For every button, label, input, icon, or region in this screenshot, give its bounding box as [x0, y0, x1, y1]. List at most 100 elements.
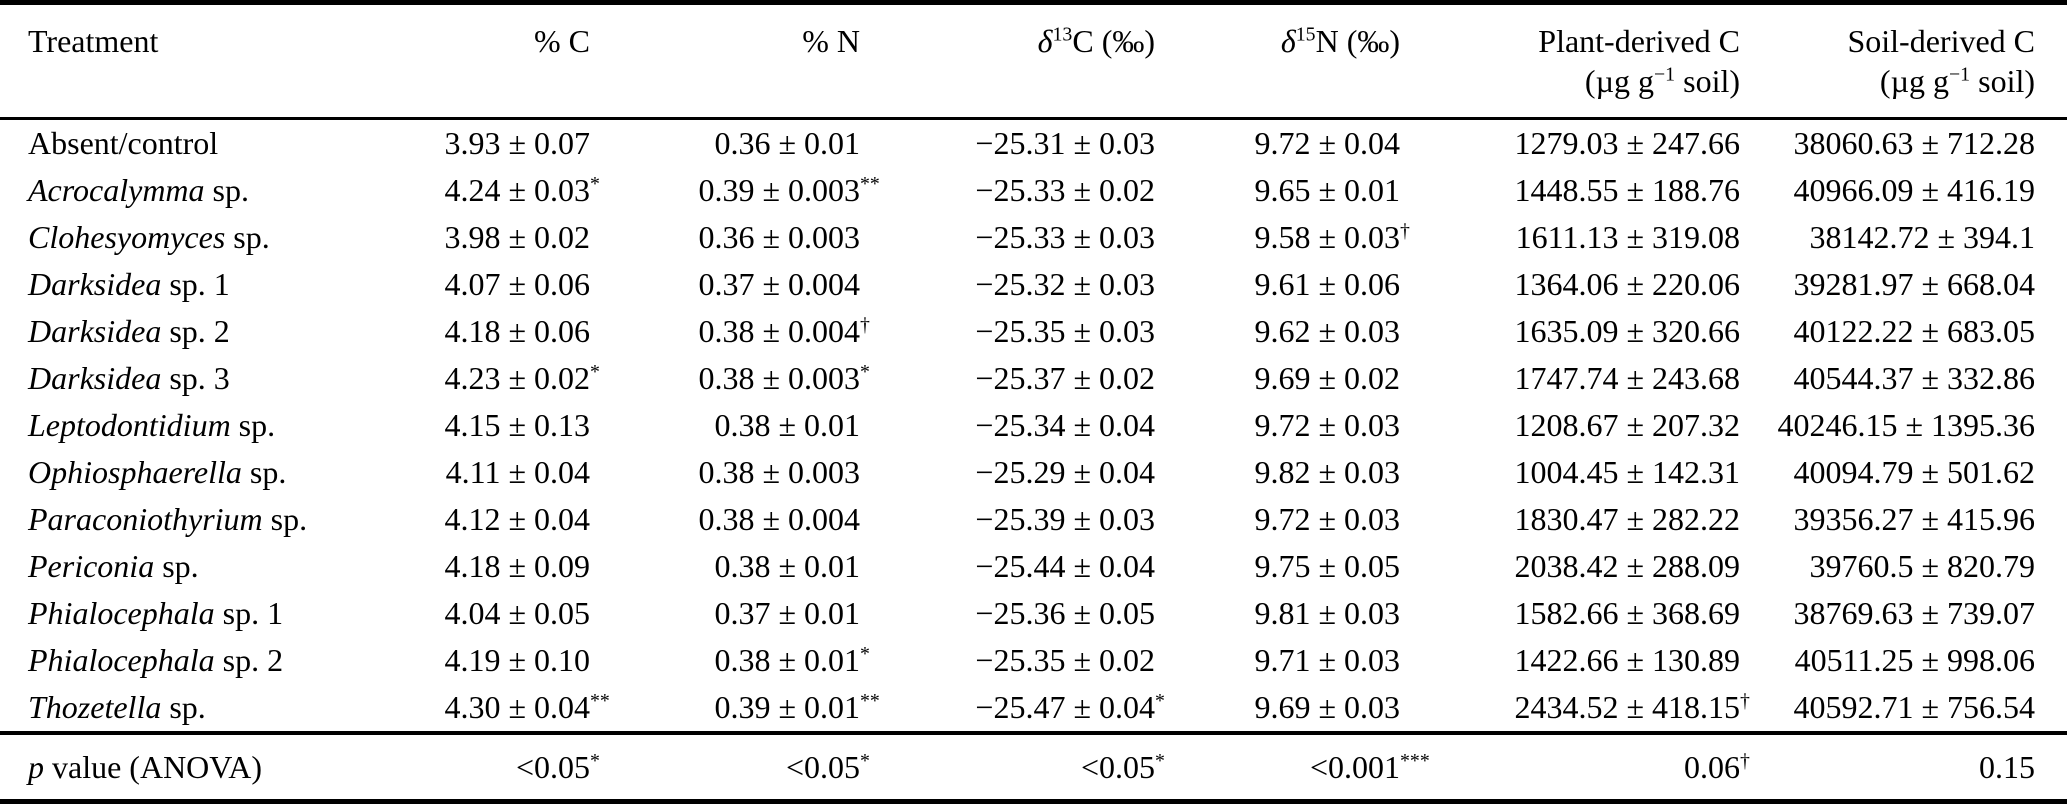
- cell-treatment: Phialocephala sp. 1: [0, 590, 400, 637]
- cell-d13c: −25.35 ± 0.02: [884, 637, 1179, 684]
- table-row: Acrocalymma sp. 4.24 ± 0.03* 0.39 ± 0.00…: [0, 167, 2067, 214]
- value: 39281.97 ± 668.04: [1793, 266, 2035, 302]
- value: 1279.03 ± 247.66: [1514, 125, 1740, 161]
- cell-pct-c: 4.24 ± 0.03*: [444, 172, 600, 208]
- value: 0.38 ± 0.004: [698, 501, 860, 537]
- value: 0.38 ± 0.01: [714, 407, 860, 443]
- value: 9.61 ± 0.06: [1254, 266, 1400, 302]
- cell-plant-c: 1830.47 ± 282.22: [1424, 496, 1764, 543]
- value: 0.36 ± 0.003: [698, 219, 860, 255]
- treatment-suffix: sp.: [262, 501, 308, 537]
- cell-treatment: Clohesyomyces sp.: [0, 214, 400, 261]
- treatment-suffix: sp. 2: [161, 313, 230, 349]
- cell-d13c: −25.39 ± 0.03: [884, 496, 1179, 543]
- value: 4.24 ± 0.03: [444, 172, 590, 208]
- value: 9.58 ± 0.03: [1254, 219, 1400, 255]
- treatment-suffix: sp. 1: [214, 595, 284, 631]
- value: 9.62 ± 0.03: [1254, 313, 1400, 349]
- cell-d15n: 9.65 ± 0.01: [1179, 167, 1424, 214]
- cell-pvalue-d13c: <0.05*: [884, 731, 1179, 802]
- cell-plant-c: 1448.55 ± 188.76: [1424, 167, 1764, 214]
- col-header-d13c-label: C (‰): [1072, 23, 1155, 59]
- value: 4.30 ± 0.04: [444, 689, 590, 725]
- value: 40544.37 ± 332.86: [1793, 360, 2035, 396]
- treatment-genus: Periconia: [28, 548, 155, 584]
- col-header-pct-n-label: % N: [802, 23, 860, 59]
- value: 0.39 ± 0.01: [714, 689, 860, 725]
- col-header-plant-c-title: Plant-derived C: [1538, 23, 1740, 59]
- cell-plant-c: 1279.03 ± 247.66: [1424, 119, 1764, 168]
- cell-plant-c: 1422.66 ± 130.89: [1424, 637, 1764, 684]
- cell-soil-c: 39281.97 ± 668.04: [1764, 261, 2067, 308]
- table-row: Leptodontidium sp. 4.15 ± 0.13 0.38 ± 0.…: [0, 402, 2067, 449]
- cell-treatment: Darksidea sp. 2: [0, 308, 400, 355]
- cell-pct-n: 0.38 ± 0.01: [614, 402, 884, 449]
- cell-pvalue-pct-c: <0.05*: [400, 731, 614, 802]
- cell-d15n: 9.69 ± 0.03: [1179, 684, 1424, 733]
- treatment-suffix: sp. 2: [214, 642, 284, 678]
- value: −25.34 ± 0.04: [975, 407, 1155, 443]
- value: 9.72 ± 0.03: [1254, 501, 1400, 537]
- value: −25.39 ± 0.03: [975, 501, 1155, 537]
- value: 2434.52 ± 418.15: [1514, 689, 1740, 725]
- value: 40122.22 ± 683.05: [1793, 313, 2035, 349]
- cell-d13c: −25.31 ± 0.03: [884, 119, 1179, 168]
- cell-treatment: Paraconiothyrium sp.: [0, 496, 400, 543]
- value: 40094.79 ± 501.62: [1793, 454, 2035, 490]
- value: 1830.47 ± 282.22: [1514, 501, 1740, 537]
- cell-plant-c: 2434.52 ± 418.15†: [1514, 689, 1750, 725]
- value: 1635.09 ± 320.66: [1514, 313, 1740, 349]
- value: 9.65 ± 0.01: [1254, 172, 1400, 208]
- col-header-pct-c: % C: [400, 2, 614, 120]
- value: −25.32 ± 0.03: [975, 266, 1155, 302]
- pvalue: 0.06: [1684, 749, 1740, 785]
- value: 4.18 ± 0.09: [444, 548, 590, 584]
- value: 1364.06 ± 220.06: [1514, 266, 1740, 302]
- value: 4.18 ± 0.06: [444, 313, 590, 349]
- cell-plant-c: 2038.42 ± 288.09: [1424, 543, 1764, 590]
- value: 4.15 ± 0.13: [444, 407, 590, 443]
- cell-pct-c: 4.12 ± 0.04: [400, 496, 614, 543]
- cell-d13c: −25.33 ± 0.02: [884, 167, 1179, 214]
- table-body: Absent/control 3.93 ± 0.07 0.36 ± 0.01 −…: [0, 119, 2067, 734]
- value: 40511.25 ± 998.06: [1794, 642, 2035, 678]
- value: 1422.66 ± 130.89: [1514, 642, 1740, 678]
- col-header-d13c: δ13C (‰): [884, 2, 1179, 120]
- pvalue: <0.001: [1309, 749, 1400, 785]
- value: 40592.71 ± 756.54: [1793, 689, 2035, 725]
- cell-pct-c: 4.23 ± 0.02*: [444, 360, 600, 396]
- table-row: Ophiosphaerella sp. 4.11 ± 0.04 0.38 ± 0…: [0, 449, 2067, 496]
- value: −25.35 ± 0.02: [975, 642, 1155, 678]
- treatment-genus: Clohesyomyces: [28, 219, 226, 255]
- treatment-genus: Phialocephala: [28, 595, 215, 631]
- cell-pct-n: 0.36 ± 0.01: [614, 119, 884, 168]
- cell-soil-c: 38142.72 ± 394.1: [1764, 214, 2067, 261]
- value: 1582.66 ± 368.69: [1514, 595, 1740, 631]
- col-header-pct-c-label: % C: [534, 23, 590, 59]
- value: 9.69 ± 0.02: [1254, 360, 1400, 396]
- value: 4.12 ± 0.04: [444, 501, 590, 537]
- cell-pct-n: 0.37 ± 0.004: [614, 261, 884, 308]
- value: 0.37 ± 0.01: [714, 595, 860, 631]
- cell-pvalue-pct-n: <0.05*: [614, 731, 884, 802]
- pvalue: 0.15: [1979, 749, 2035, 785]
- isotope-mass-13: 13: [1052, 23, 1073, 46]
- table-row: Paraconiothyrium sp. 4.12 ± 0.04 0.38 ± …: [0, 496, 2067, 543]
- cell-pct-c: 4.18 ± 0.09: [400, 543, 614, 590]
- treatment-genus: Thozetella: [28, 689, 162, 725]
- cell-d15n: 9.58 ± 0.03†: [1254, 219, 1410, 255]
- value: −25.35 ± 0.03: [975, 313, 1155, 349]
- cell-pct-c: 4.15 ± 0.13: [400, 402, 614, 449]
- cell-pct-n: 0.38 ± 0.004: [614, 496, 884, 543]
- cell-d15n: 9.61 ± 0.06: [1179, 261, 1424, 308]
- value: 40246.15 ± 1395.36: [1777, 407, 2035, 443]
- col-header-soil-c-title: Soil-derived C: [1847, 23, 2035, 59]
- cell-d13c: −25.36 ± 0.05: [884, 590, 1179, 637]
- pvalue: <0.05: [785, 749, 860, 785]
- col-header-plant-c-unit: (µg g−1 soil): [1425, 61, 1740, 101]
- table-row: Phialocephala sp. 1 4.04 ± 0.05 0.37 ± 0…: [0, 590, 2067, 637]
- value: 1611.13 ± 319.08: [1515, 219, 1740, 255]
- cell-pct-n: 0.38 ± 0.01*: [714, 642, 870, 678]
- value: 0.38 ± 0.003: [698, 454, 860, 490]
- value: 9.72 ± 0.04: [1254, 125, 1400, 161]
